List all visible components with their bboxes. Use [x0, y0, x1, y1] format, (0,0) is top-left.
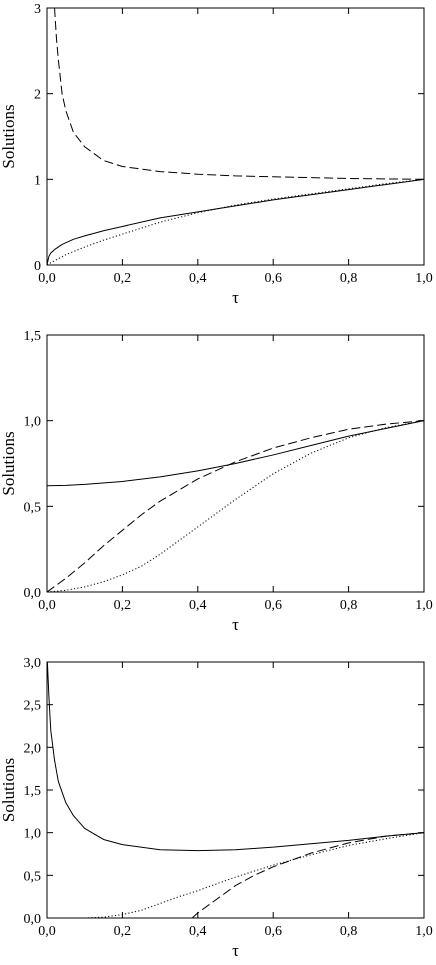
x-tick-label: 1,0 — [415, 598, 433, 613]
plot-frame — [46, 7, 425, 266]
x-tick-label: 0,0 — [38, 924, 56, 939]
y-tick-label: 1,5 — [24, 784, 42, 799]
y-tick-label: 1,5 — [24, 329, 42, 344]
y-tick-label: 1 — [34, 173, 41, 188]
series-line-dashed — [47, 420, 424, 592]
y-axis-title: Solutions — [0, 431, 18, 495]
y-tick-label: 2,5 — [24, 699, 42, 714]
x-tick-label: 0,6 — [264, 924, 282, 939]
y-tick-label: 1,0 — [24, 415, 42, 430]
x-tick-label: 0,2 — [114, 271, 132, 286]
x-tick-label: 0,0 — [38, 271, 56, 286]
y-tick-label: 0,0 — [24, 586, 42, 601]
x-tick-label: 0,6 — [264, 598, 282, 613]
y-tick-label: 0,5 — [24, 869, 42, 884]
series-line-solid — [47, 178, 424, 265]
x-tick-label: 1,0 — [415, 271, 433, 286]
y-tick-label: 2,0 — [24, 741, 42, 756]
x-tick-label: 0,4 — [189, 271, 207, 286]
x-tick-label: 0,8 — [340, 271, 358, 286]
x-axis-title: τ — [232, 288, 239, 307]
chart-panel-3: 0,0 0,2 0,4 0,6 0,8 1,0 0,0 0,5 1,0 1,5 2,0 2,5 3,0 τ… — [0, 656, 433, 960]
plot-frame — [46, 661, 425, 919]
y-tick-label: 3,0 — [24, 656, 42, 671]
x-tick-label: 0,8 — [340, 598, 358, 613]
series-line-dotted — [47, 420, 424, 592]
x-axis-title: τ — [232, 615, 239, 634]
y-tick-label: 3 — [34, 2, 41, 17]
y-tick-label: 1,0 — [24, 827, 42, 842]
y-tick-label: 0,5 — [24, 500, 42, 515]
series-line-dotted — [47, 832, 424, 918]
series-line-dashed — [54, 8, 424, 180]
y-axis-title: Solutions — [0, 104, 18, 168]
plot-frame — [46, 334, 425, 593]
x-tick-label: 0,4 — [189, 924, 207, 939]
y-tick-label: 0 — [34, 259, 41, 274]
y-tick-label: 2 — [34, 88, 41, 103]
x-tick-label: 0,2 — [114, 598, 132, 613]
series-line-solid — [47, 420, 424, 487]
x-tick-label: 0,4 — [189, 598, 207, 613]
y-axis-title: Solutions — [0, 758, 18, 822]
series-line-solid — [47, 662, 424, 852]
chart-panel-1: 0,0 0,2 0,4 0,6 0,8 1,0 0 1 2 3 τ Solutions — [0, 2, 433, 307]
series-line-dashed — [191, 832, 424, 918]
series-line-dotted — [47, 178, 424, 265]
x-axis-title: τ — [232, 941, 239, 960]
y-tick-label: 0,0 — [24, 912, 42, 927]
x-tick-label: 0,2 — [114, 924, 132, 939]
chart-panel-2: 0,0 0,2 0,4 0,6 0,8 1,0 0,0 0,5 1,0 1,5 τ Solutions — [0, 329, 433, 634]
x-tick-label: 1,0 — [415, 924, 433, 939]
x-tick-label: 0,0 — [38, 598, 56, 613]
x-tick-label: 0,8 — [340, 924, 358, 939]
x-tick-label: 0,6 — [264, 271, 282, 286]
